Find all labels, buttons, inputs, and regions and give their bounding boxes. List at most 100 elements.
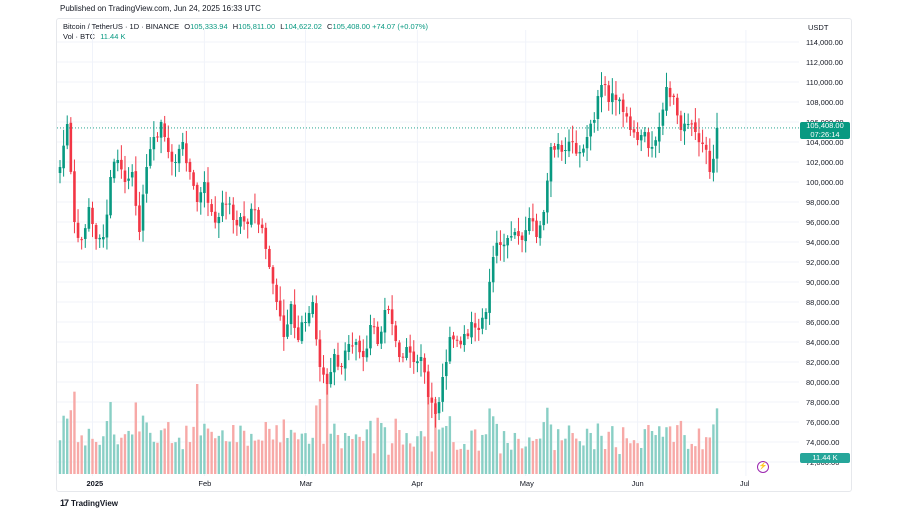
volume-bar <box>466 449 470 474</box>
candle-body <box>448 337 452 362</box>
volume-bar <box>131 434 134 474</box>
candle-body <box>715 127 719 159</box>
y-tick-label: 88,000.00 <box>806 298 839 307</box>
volume-bar <box>614 447 618 474</box>
candle-body <box>473 323 477 328</box>
volume-bar <box>538 438 542 474</box>
candle-body <box>58 167 62 173</box>
volume-bar <box>477 450 480 474</box>
volume-bar <box>271 439 275 474</box>
candle-body <box>91 207 94 225</box>
last-price-tag: 105,408.00 07:26:14 <box>800 121 850 139</box>
volume-bar <box>322 443 325 474</box>
volume-bar <box>351 438 354 474</box>
volume-bar <box>567 425 571 474</box>
volume-bar <box>510 449 513 474</box>
candle-body <box>665 87 668 111</box>
volume-bar <box>611 426 614 474</box>
lightning-icon[interactable]: ⚡ <box>757 461 769 473</box>
y-tick-label: 108,000.00 <box>806 98 844 107</box>
candle-body <box>76 222 80 238</box>
volume-bar <box>549 424 553 474</box>
candle-body <box>697 133 701 143</box>
volume-bar <box>390 443 394 474</box>
volume-bar <box>401 444 405 474</box>
volume-bar <box>84 445 87 474</box>
volume-bar <box>495 423 499 474</box>
candle-body <box>177 148 181 164</box>
candle-body <box>401 356 405 358</box>
candle-body <box>65 124 69 146</box>
volume-bar <box>535 438 538 474</box>
volume-bar <box>112 434 116 474</box>
y-tick-label: 112,000.00 <box>806 58 843 67</box>
candle-body <box>488 281 491 313</box>
candle-body <box>611 93 614 103</box>
volume-bar <box>553 450 556 474</box>
volume-bar <box>585 428 589 474</box>
legend-symbol[interactable]: Bitcoin / TetherUS · 1D · BINANCE <box>63 22 180 31</box>
volume-bar <box>80 435 83 474</box>
candle-body <box>531 218 535 222</box>
candle-body <box>358 340 361 353</box>
volume-bar <box>376 417 379 474</box>
volume-bar <box>289 429 293 474</box>
candle-body <box>621 99 625 112</box>
legend-open-value: 105,333.94 <box>190 22 228 31</box>
volume-bar <box>98 444 101 474</box>
candle-body <box>250 208 253 225</box>
x-tick-label: Jul <box>740 479 750 488</box>
legend-volume-label[interactable]: Vol · BTC <box>63 32 96 41</box>
candle-body <box>423 357 426 373</box>
volume-bar <box>578 441 582 474</box>
candle-body <box>325 373 329 384</box>
volume-bar <box>683 435 686 474</box>
candle-body <box>509 236 513 238</box>
volume-bar <box>141 415 145 474</box>
candle-body <box>315 303 318 340</box>
y-tick-label: 76,000.00 <box>806 418 839 427</box>
candle-body <box>105 214 109 238</box>
candle-body <box>199 192 203 203</box>
volume-bar <box>188 442 192 474</box>
candle-body <box>654 140 657 146</box>
candle-body <box>459 340 463 345</box>
bar-countdown: 07:26:14 <box>810 129 840 139</box>
volume-bar <box>398 429 401 474</box>
y-tick-label: 98,000.00 <box>806 198 839 207</box>
candle-body <box>80 239 83 241</box>
candle-body <box>408 346 412 353</box>
volume-bar <box>279 442 282 474</box>
tradingview-logo[interactable]: 17 TradingView <box>60 498 118 508</box>
candle-body <box>224 203 228 205</box>
volume-bar <box>116 444 119 474</box>
candle-body <box>463 334 466 346</box>
candle-body <box>416 361 419 364</box>
candle-body <box>185 143 188 164</box>
legend-low-key: L <box>280 22 285 31</box>
volume-bar <box>163 428 166 474</box>
candle-body <box>528 218 531 231</box>
candle-body <box>134 171 138 206</box>
legend-close-key: C <box>327 22 333 31</box>
volume-bar <box>286 437 289 474</box>
candle-body <box>394 325 398 342</box>
candle-body <box>704 144 708 150</box>
volume-bar <box>109 402 112 474</box>
candle-body <box>354 342 358 345</box>
candle-body <box>712 158 715 173</box>
volume-bar <box>712 424 715 474</box>
volume-bar <box>427 384 430 474</box>
currency-label[interactable]: USDT <box>808 23 829 32</box>
volume-bar <box>372 453 376 474</box>
candle-body <box>419 357 423 362</box>
candle-body <box>343 350 347 369</box>
candle-body <box>668 87 672 98</box>
candle-body <box>567 141 571 152</box>
volume-bar <box>343 432 347 474</box>
candle-body <box>127 178 130 181</box>
volume-bar <box>434 399 437 474</box>
volume-bar <box>430 451 434 474</box>
volume-bar <box>387 454 390 474</box>
